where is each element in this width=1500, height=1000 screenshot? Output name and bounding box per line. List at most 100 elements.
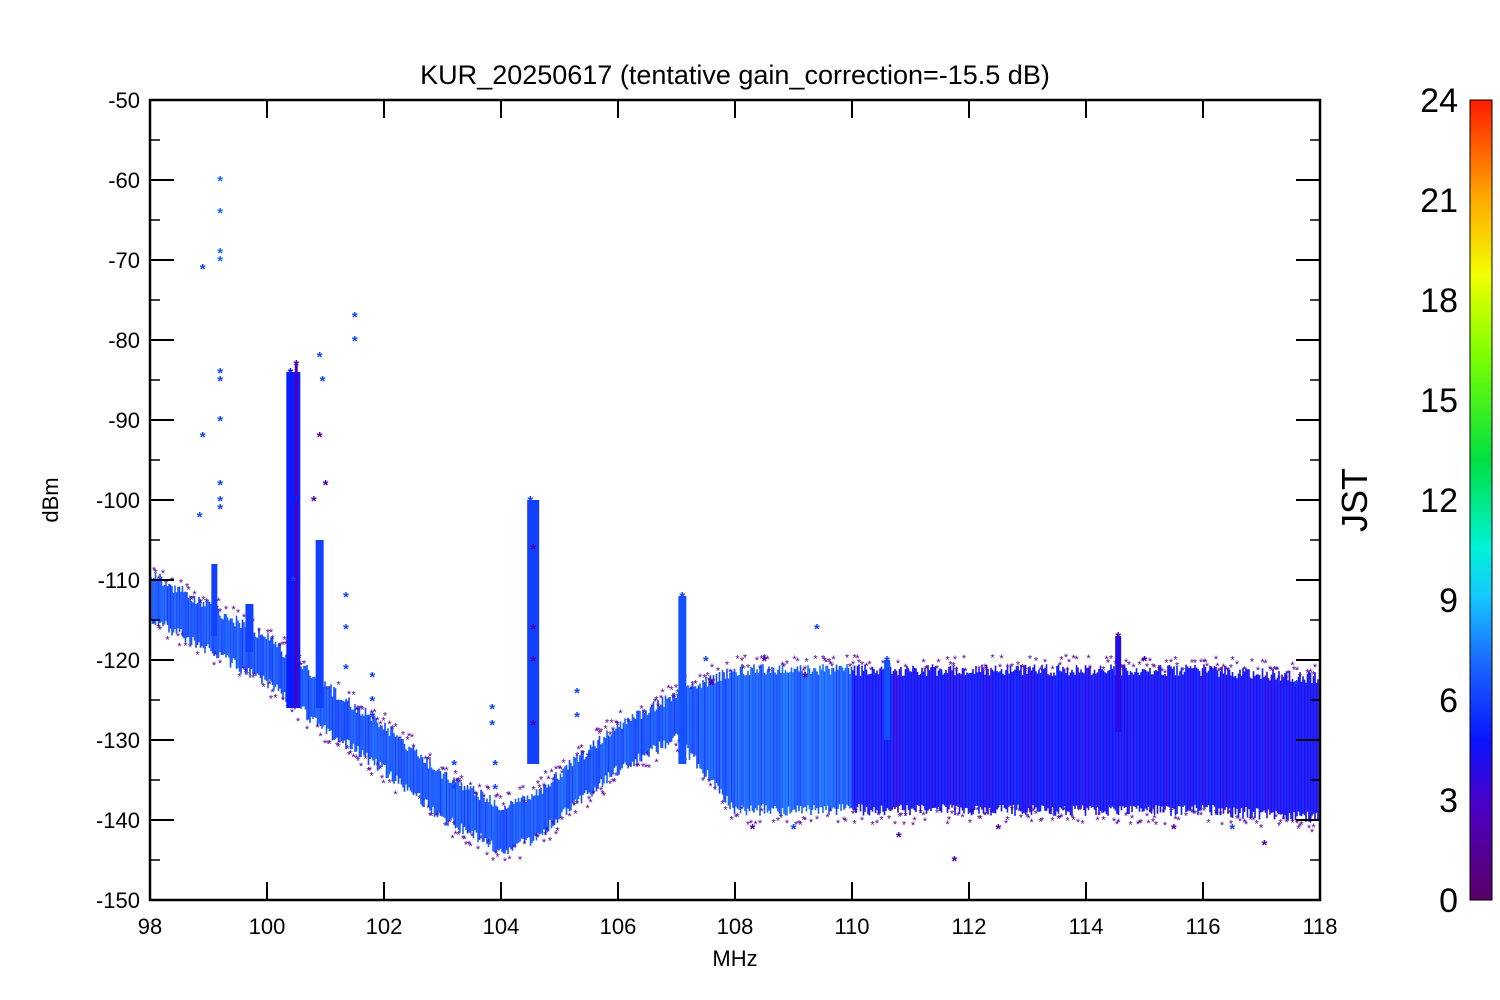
- outlier-point: *: [1227, 808, 1232, 820]
- outlier-point: *: [1313, 662, 1318, 674]
- outlier-point: *: [1026, 813, 1031, 825]
- outlier-point: *: [1059, 812, 1064, 824]
- data-point: *: [574, 685, 580, 702]
- outlier-point: *: [1299, 819, 1304, 831]
- outlier-point: *: [1151, 661, 1156, 673]
- outlier-point: *: [1152, 813, 1157, 825]
- outlier-point: *: [591, 788, 596, 800]
- outlier-point: *: [305, 724, 310, 736]
- outlier-point: *: [494, 849, 499, 861]
- outlier-point: *: [177, 641, 182, 653]
- outlier-point: *: [998, 662, 1003, 674]
- outlier-point: *: [1058, 813, 1063, 825]
- outlier-point: *: [548, 835, 553, 847]
- outlier-point: *: [1020, 662, 1025, 674]
- outlier-point: *: [690, 679, 695, 691]
- outlier-point: *: [315, 722, 320, 734]
- outlier-point: *: [380, 773, 385, 785]
- outlier-point: *: [581, 748, 586, 760]
- outlier-point: *: [1121, 665, 1126, 677]
- outlier-point: *: [270, 634, 275, 646]
- outlier-point: *: [851, 808, 856, 820]
- outlier-point: *: [378, 763, 383, 775]
- data-point: *: [750, 821, 756, 838]
- spur-column: [211, 564, 218, 636]
- outlier-point: *: [879, 815, 884, 827]
- outlier-point: *: [1248, 814, 1253, 826]
- outlier-point: *: [1209, 666, 1214, 678]
- outlier-point: *: [1149, 806, 1154, 818]
- outlier-point: *: [1305, 667, 1310, 679]
- outlier-point: *: [995, 805, 1000, 817]
- data-point: *: [217, 253, 223, 270]
- outlier-point: *: [551, 776, 556, 788]
- outlier-point: *: [896, 658, 901, 670]
- outlier-point: *: [354, 705, 359, 717]
- data-point: *: [489, 701, 495, 718]
- outlier-point: *: [864, 661, 869, 673]
- outlier-point: *: [462, 834, 467, 846]
- outlier-point: *: [642, 708, 647, 720]
- outlier-point: *: [443, 820, 448, 832]
- x-tick-label: 108: [717, 914, 754, 939]
- outlier-point: *: [213, 650, 218, 662]
- outlier-point: *: [537, 782, 542, 794]
- data-point: *: [703, 653, 709, 670]
- outlier-point: *: [453, 768, 458, 780]
- spur-column: [884, 660, 891, 740]
- outlier-point: *: [1164, 657, 1169, 669]
- outlier-point: *: [953, 654, 958, 666]
- outlier-point: *: [1160, 666, 1165, 678]
- outlier-point: *: [398, 734, 403, 746]
- outlier-point: *: [555, 826, 560, 838]
- outlier-point: *: [183, 641, 188, 653]
- outlier-point: *: [1295, 818, 1300, 830]
- data-point: *: [369, 669, 375, 686]
- outlier-point: *: [1056, 814, 1061, 826]
- outlier-point: *: [923, 816, 928, 828]
- outlier-point: *: [746, 820, 751, 832]
- outlier-point: *: [876, 810, 881, 822]
- outlier-point: *: [740, 655, 745, 667]
- outlier-point: *: [797, 818, 802, 830]
- outlier-point: *: [1005, 662, 1010, 674]
- outlier-point: *: [479, 834, 484, 846]
- outlier-point: *: [897, 812, 902, 824]
- outlier-point: *: [470, 831, 475, 843]
- outlier-point: *: [689, 684, 694, 696]
- outlier-point: *: [708, 677, 713, 689]
- outlier-point: *: [938, 806, 943, 818]
- outlier-point: *: [701, 776, 706, 788]
- y-tick-label: -120: [96, 648, 140, 673]
- outlier-point: *: [608, 729, 613, 741]
- outlier-point: *: [627, 762, 632, 774]
- outlier-point: *: [602, 791, 607, 803]
- outlier-point: *: [1286, 668, 1291, 680]
- outlier-point: *: [647, 763, 652, 775]
- outlier-point: *: [707, 675, 712, 687]
- outlier-point: *: [656, 701, 661, 713]
- outlier-point: *: [417, 794, 422, 806]
- outlier-point: *: [363, 754, 368, 766]
- outlier-point: *: [224, 604, 229, 616]
- outlier-point: *: [218, 606, 223, 618]
- outlier-point: *: [1005, 814, 1010, 826]
- y-tick-label: -110: [98, 568, 140, 593]
- data-point: *: [951, 853, 957, 870]
- data-point: *: [1262, 837, 1268, 854]
- outlier-point: *: [1038, 816, 1043, 828]
- data-point: *: [527, 493, 533, 510]
- outlier-point: *: [585, 803, 590, 815]
- outlier-point: *: [1050, 664, 1055, 676]
- outlier-point: *: [1307, 670, 1312, 682]
- data-point: *: [530, 541, 536, 558]
- outlier-point: *: [503, 856, 508, 868]
- y-tick-label: -60: [108, 168, 140, 193]
- outlier-point: *: [749, 818, 754, 830]
- outlier-point: *: [1088, 663, 1093, 675]
- outlier-point: *: [236, 607, 241, 619]
- outlier-point: *: [705, 671, 710, 683]
- outlier-point: *: [572, 800, 577, 812]
- outlier-point: *: [273, 693, 278, 705]
- outlier-point: *: [713, 785, 718, 797]
